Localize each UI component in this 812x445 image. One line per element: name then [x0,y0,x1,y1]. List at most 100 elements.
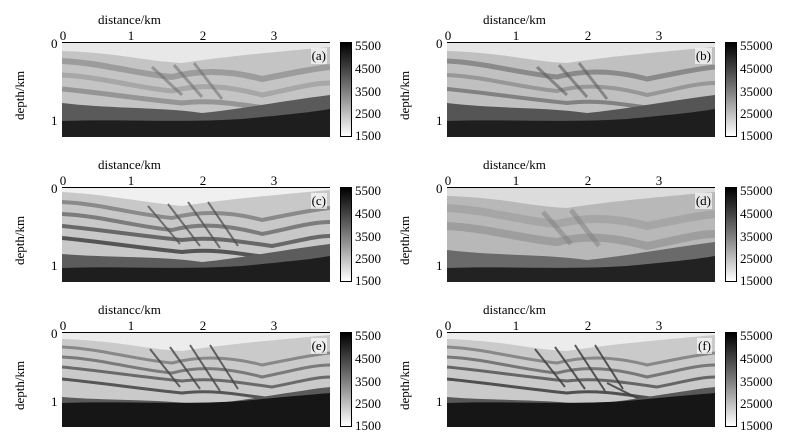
colorbar-tick: 4500 [355,351,381,366]
velocity-model-image: (a) [62,42,330,137]
y-tick: 0 [51,326,58,341]
x-tick: 2 [199,318,207,333]
y-axis-label: depth/km [397,70,412,120]
colorbar-tick: 2500 [355,251,381,266]
colorbar-tick: 15000 [740,273,773,288]
panel-f: distancc/km depth/km 0 1 2 3 0 1 (f) 550… [385,290,785,435]
velocity-model-image: (e) [62,332,330,427]
colorbar-tick: 2500 [355,396,381,411]
x-tick: 1 [512,28,520,43]
colorbar-tick: 3500 [355,374,381,389]
colorbar-tick: 55000 [740,328,773,343]
x-tick: 2 [199,173,207,188]
colorbar-tick: 4500 [355,61,381,76]
colorbar-tick: 4500 [355,206,381,221]
y-tick: 1 [51,258,58,273]
colorbar-tick: 25000 [740,251,773,266]
colorbar-tick: 35000 [740,374,773,389]
velocity-model-image: (d) [447,187,715,282]
colorbar-tick: 1500 [355,273,381,288]
panel-c: distance/km depth/km 0 1 2 3 0 1 (c) 550… [0,145,400,290]
colorbar-tick: 1500 [355,418,381,433]
colorbar-tick: 45000 [740,351,773,366]
x-tick: 2 [199,28,207,43]
colorbar [725,42,737,137]
colorbar-tick: 3500 [355,84,381,99]
y-tick: 1 [436,113,443,128]
velocity-model-image: (b) [447,42,715,137]
y-tick: 1 [51,394,58,409]
colorbar-tick: 35000 [740,84,773,99]
x-tick: 3 [655,28,663,43]
y-axis-label: depth/km [12,215,27,265]
colorbar [340,42,352,137]
y-tick: 0 [51,36,58,51]
x-tick: 1 [127,28,135,43]
x-tick: 0 [444,173,452,188]
x-tick: 3 [270,28,278,43]
colorbar-tick: 45000 [740,206,773,221]
panel-tag: (a) [310,48,327,64]
x-tick: 0 [444,28,452,43]
x-tick: 0 [59,28,67,43]
velocity-model-image: (c) [62,187,330,282]
x-axis-label: distance/km [483,12,546,27]
x-axis-label: distance/km [98,12,161,27]
colorbar-tick: 25000 [740,106,773,121]
colorbar-tick: 15000 [740,418,773,433]
colorbar-tick: 35000 [740,229,773,244]
x-axis-label: distance/km [98,157,161,172]
colorbar [725,187,737,282]
colorbar-tick: 2500 [355,106,381,121]
colorbar-tick: 45000 [740,61,773,76]
colorbar-tick: 55000 [740,38,773,53]
colorbar-tick: 3500 [355,229,381,244]
y-axis-label: depth/km [397,360,412,410]
panel-tag: (d) [694,193,712,209]
colorbar-tick: 5500 [355,38,381,53]
y-tick: 1 [436,258,443,273]
panel-e: distancc/km depth/km 0 1 2 3 0 1 (e) 550… [0,290,400,435]
panel-tag: (b) [694,48,712,64]
panel-tag: (f) [697,338,712,354]
colorbar [340,332,352,427]
velocity-model-image: (f) [447,332,715,427]
y-tick: 0 [436,326,443,341]
x-axis-label: distancc/km [98,302,161,317]
x-tick: 0 [59,173,67,188]
y-axis-label: depth/km [397,215,412,265]
y-axis-label: depth/km [12,360,27,410]
x-tick: 3 [655,318,663,333]
x-tick: 3 [270,173,278,188]
colorbar-tick: 25000 [740,396,773,411]
x-axis-label: distance/km [483,157,546,172]
y-tick: 0 [51,181,58,196]
x-tick: 1 [512,173,520,188]
y-tick: 0 [436,36,443,51]
colorbar-tick: 15000 [740,128,773,143]
colorbar-tick: 5500 [355,328,381,343]
x-tick: 2 [584,318,592,333]
x-tick: 0 [59,318,67,333]
colorbar [340,187,352,282]
panel-tag: (c) [310,193,327,209]
x-tick: 1 [127,318,135,333]
x-tick: 1 [127,173,135,188]
x-tick: 0 [444,318,452,333]
x-axis-label: distancc/km [483,302,546,317]
panel-tag: (e) [310,338,327,354]
x-tick: 2 [584,173,592,188]
x-tick: 1 [512,318,520,333]
y-tick: 1 [436,394,443,409]
x-tick: 3 [655,173,663,188]
colorbar-tick: 55000 [740,183,773,198]
y-axis-label: depth/km [12,70,27,120]
y-tick: 1 [51,113,58,128]
panel-d: distance/km depth/km 0 1 2 3 0 1 (d) 550… [385,145,785,290]
colorbar [725,332,737,427]
y-tick: 0 [436,181,443,196]
x-tick: 3 [270,318,278,333]
panel-a: distance/km depth/km 0 1 2 3 0 1 (a) 550… [0,0,400,145]
colorbar-tick: 1500 [355,128,381,143]
colorbar-tick: 5500 [355,183,381,198]
